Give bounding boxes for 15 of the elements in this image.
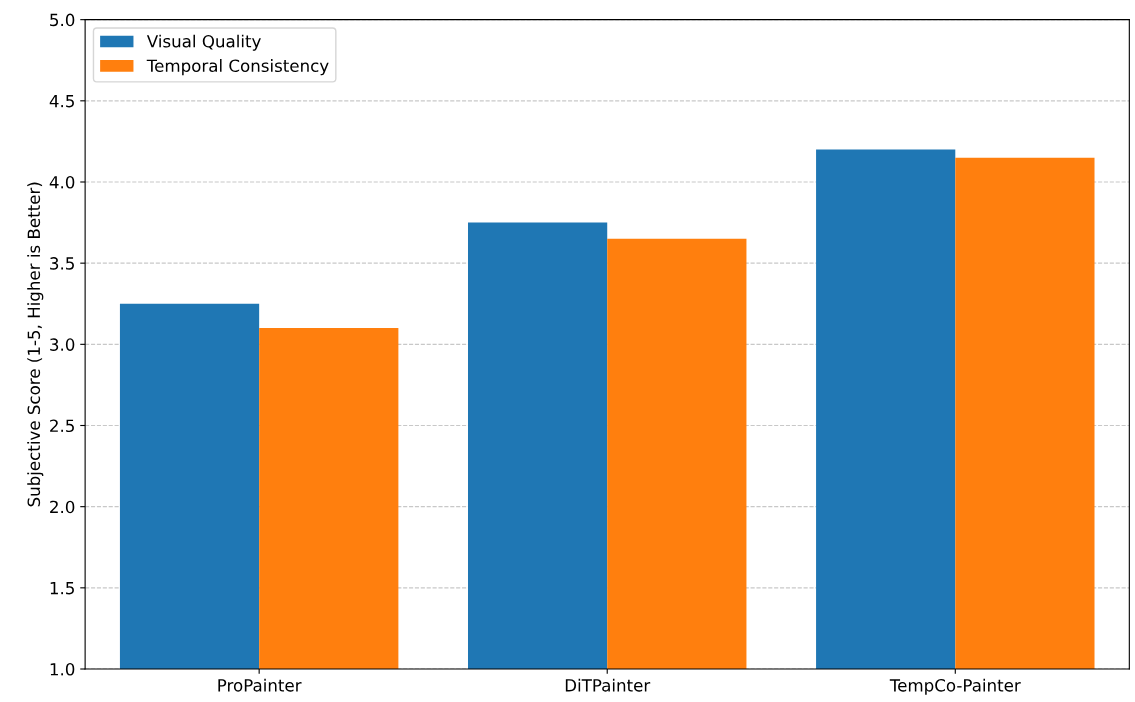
- x-tick-label: TempCo-Painter: [889, 678, 1021, 695]
- x-tick-label: ProPainter: [218, 678, 302, 692]
- x-tick-label: DiTPainter: [565, 678, 651, 692]
- y-tick-label: 4.0: [49, 175, 75, 189]
- y-tick-label: 1.0: [50, 662, 75, 676]
- y-tick-label: 3.0: [50, 338, 75, 351]
- y-tick-label: 2.0: [50, 500, 75, 514]
- y-tick-label: 3.5: [50, 257, 74, 270]
- legend-label: Temporal Consistency: [146, 59, 329, 76]
- y-tick-label: 2.5: [50, 419, 74, 433]
- y-tick-label: 4.5: [49, 95, 74, 108]
- y-tick-label: 5.0: [50, 13, 75, 27]
- y-axis-title: Subjective Score (1-5, Higher is Better): [27, 182, 44, 507]
- y-tick-label: 1.5: [50, 582, 74, 595]
- legend-label: Visual Quality: [146, 34, 261, 51]
